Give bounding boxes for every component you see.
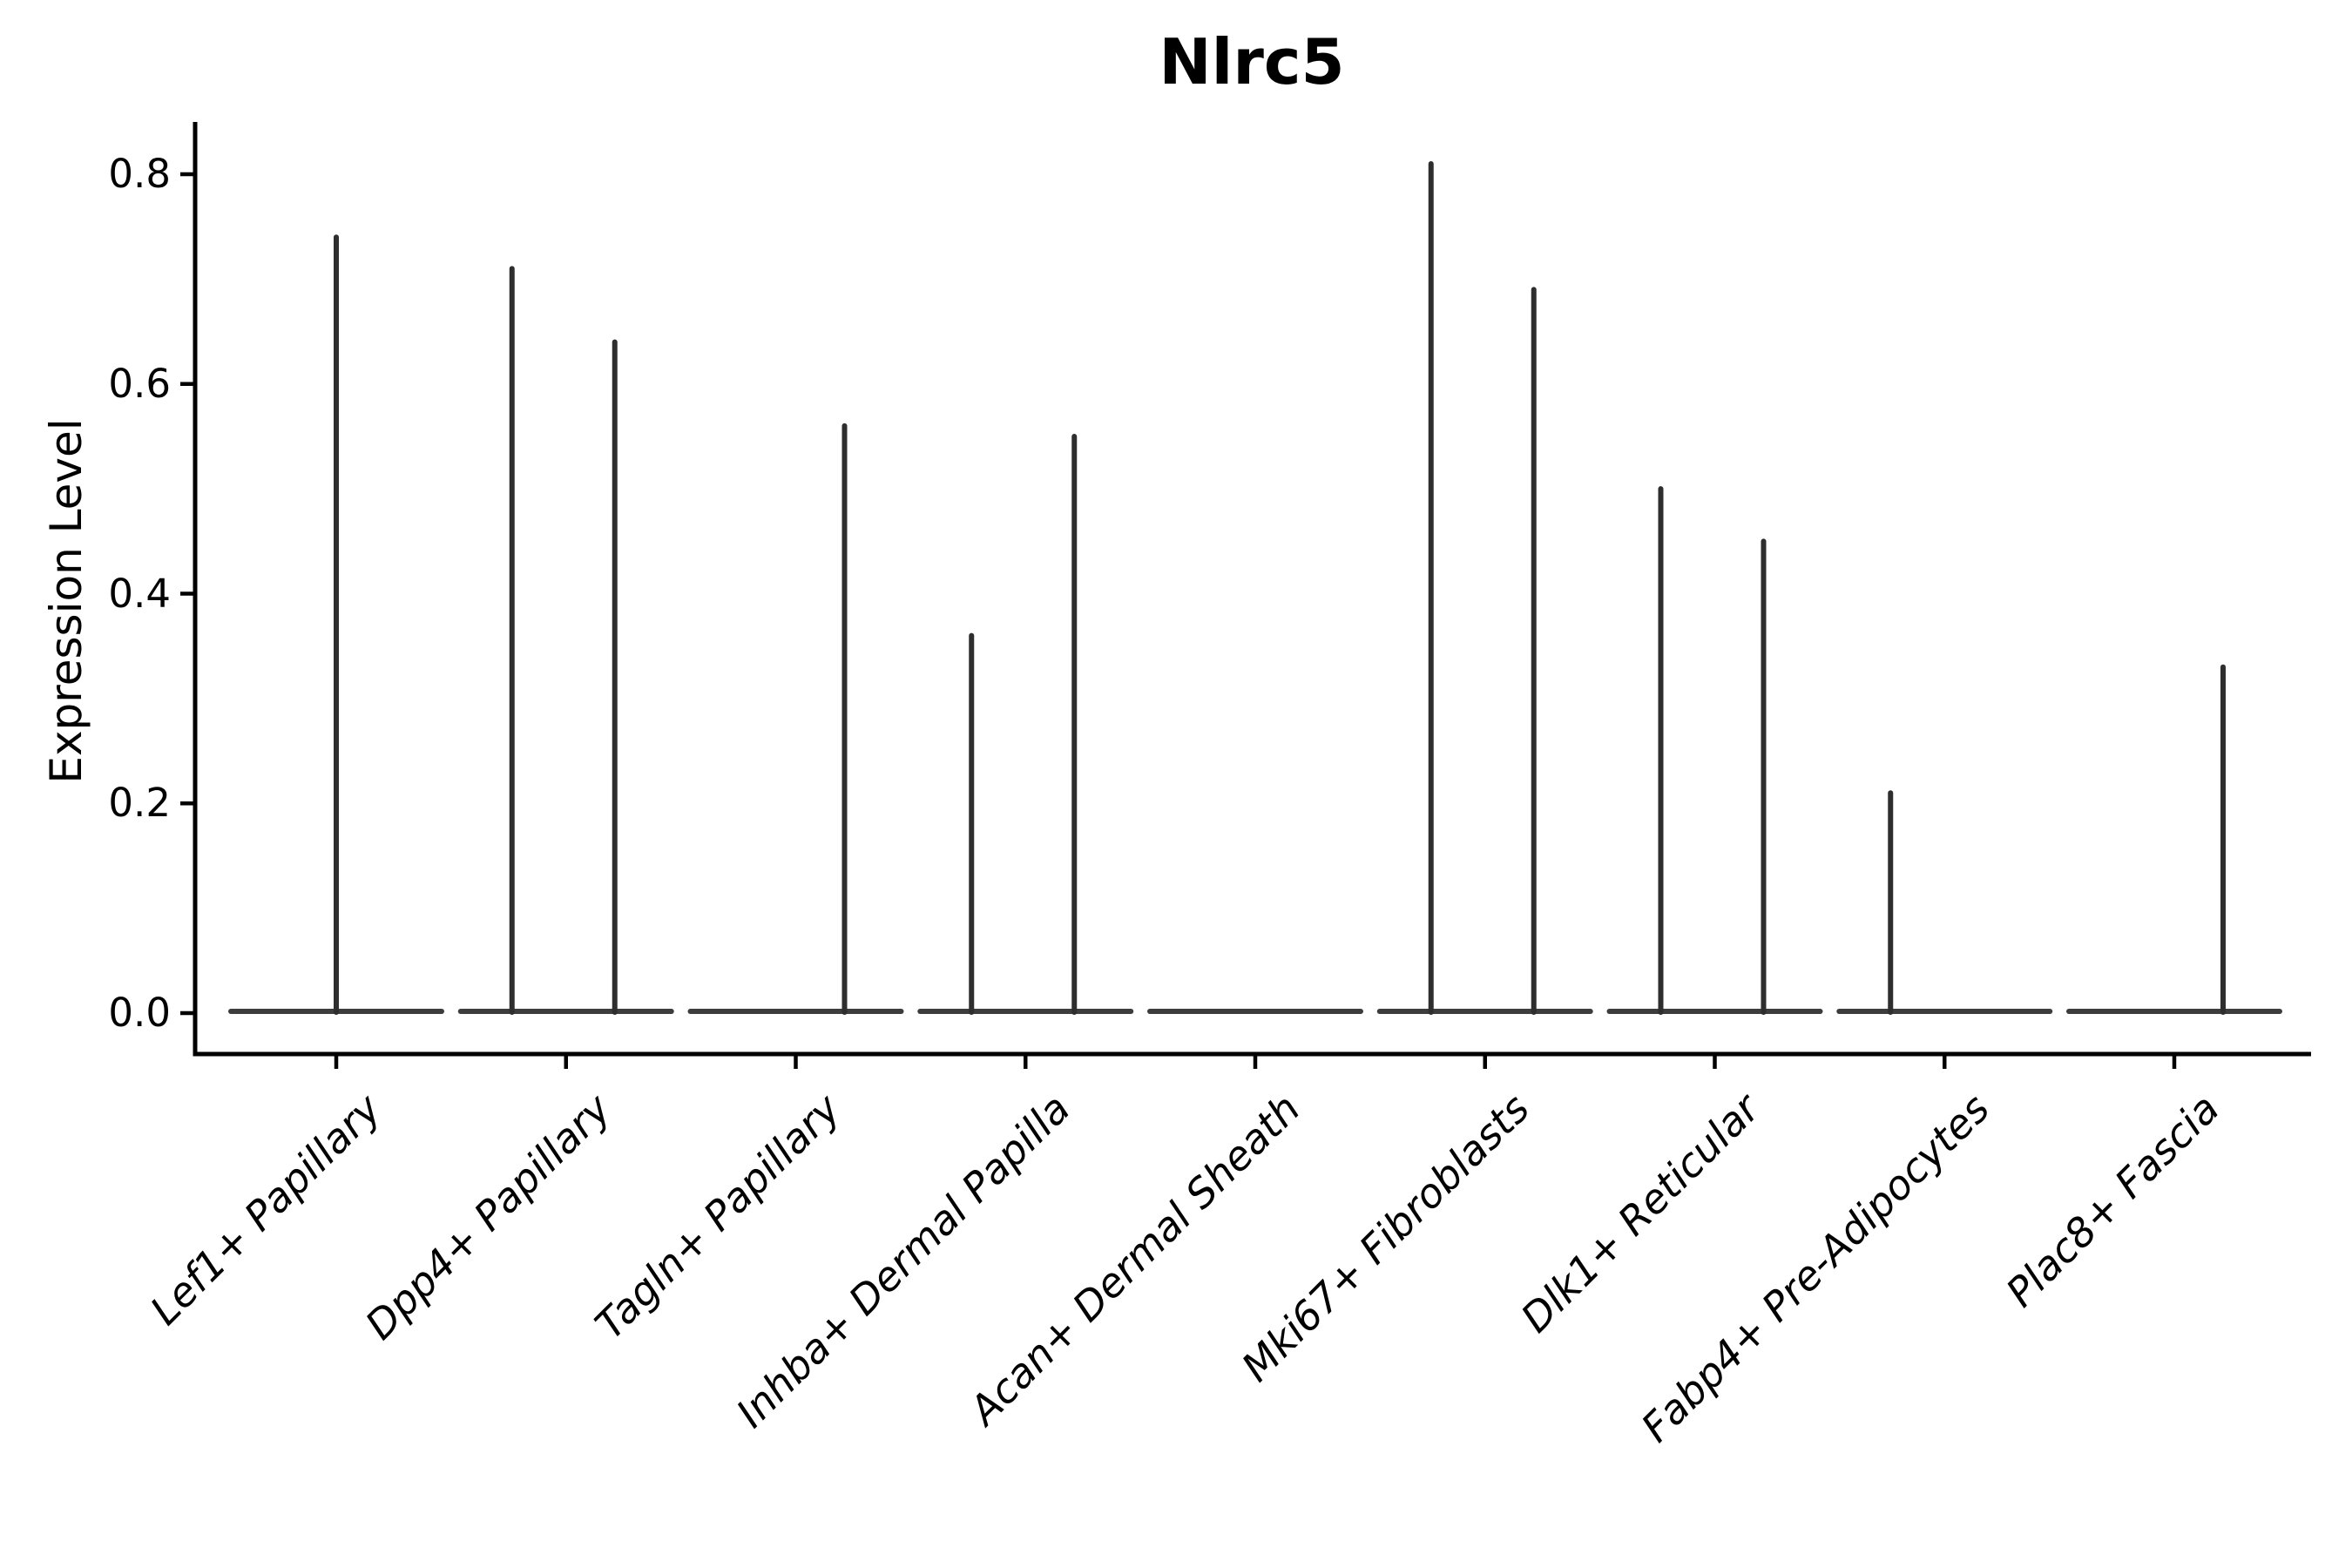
violin-layer bbox=[228, 160, 2282, 1015]
y-tick-label: 0.6 bbox=[108, 360, 171, 407]
y-tick-label: 0.0 bbox=[108, 990, 171, 1036]
y-tick-label: 0.8 bbox=[108, 151, 171, 197]
y-tick-label: 0.4 bbox=[108, 570, 171, 617]
axis-layer bbox=[180, 122, 2311, 1069]
y-tick-label: 0.2 bbox=[108, 780, 171, 827]
chart-title: Nlrc5 bbox=[1159, 25, 1345, 98]
